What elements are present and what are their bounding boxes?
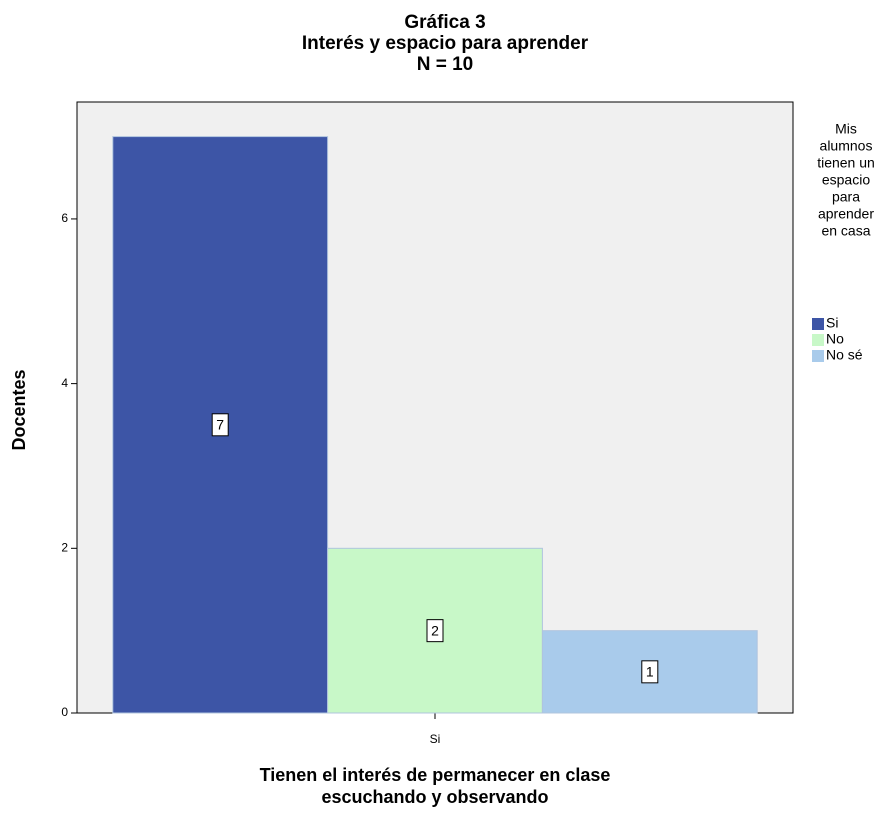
data-label: 2 <box>431 622 439 638</box>
legend-label: Si <box>826 315 838 331</box>
legend-label: No sé <box>826 347 863 363</box>
y-tick-label: 0 <box>61 705 68 719</box>
x-axis-title: escuchando y observando <box>321 787 548 807</box>
legend-swatch <box>812 350 824 362</box>
legend-label: No <box>826 331 844 347</box>
legend-title: alumnos <box>820 138 873 154</box>
x-tick-label: Si <box>430 732 441 746</box>
chart-title: Gráfica 3 <box>404 12 485 33</box>
legend-swatch <box>812 334 824 346</box>
legend-title: Mis <box>835 121 857 137</box>
data-label-box <box>426 619 444 643</box>
legend-title: para <box>832 189 860 205</box>
data-label-box <box>641 660 659 684</box>
y-tick-label: 4 <box>61 376 68 390</box>
y-tick-label: 6 <box>61 211 68 225</box>
legend-title: en casa <box>821 223 870 239</box>
legend-swatch <box>812 318 824 330</box>
data-label: 7 <box>216 416 224 432</box>
legend-title: espacio <box>822 172 870 188</box>
legend-title: tienen un <box>817 155 875 171</box>
y-axis-title: Docentes <box>9 369 29 450</box>
data-label-box <box>211 413 229 437</box>
legend-title: aprender <box>818 206 874 222</box>
chart-title: Interés y espacio para aprender <box>302 33 589 54</box>
data-label: 1 <box>646 664 654 680</box>
x-axis-title: Tienen el interés de permanecer en clase <box>260 765 611 785</box>
y-tick-label: 2 <box>61 540 68 554</box>
chart-title: N = 10 <box>417 54 474 75</box>
